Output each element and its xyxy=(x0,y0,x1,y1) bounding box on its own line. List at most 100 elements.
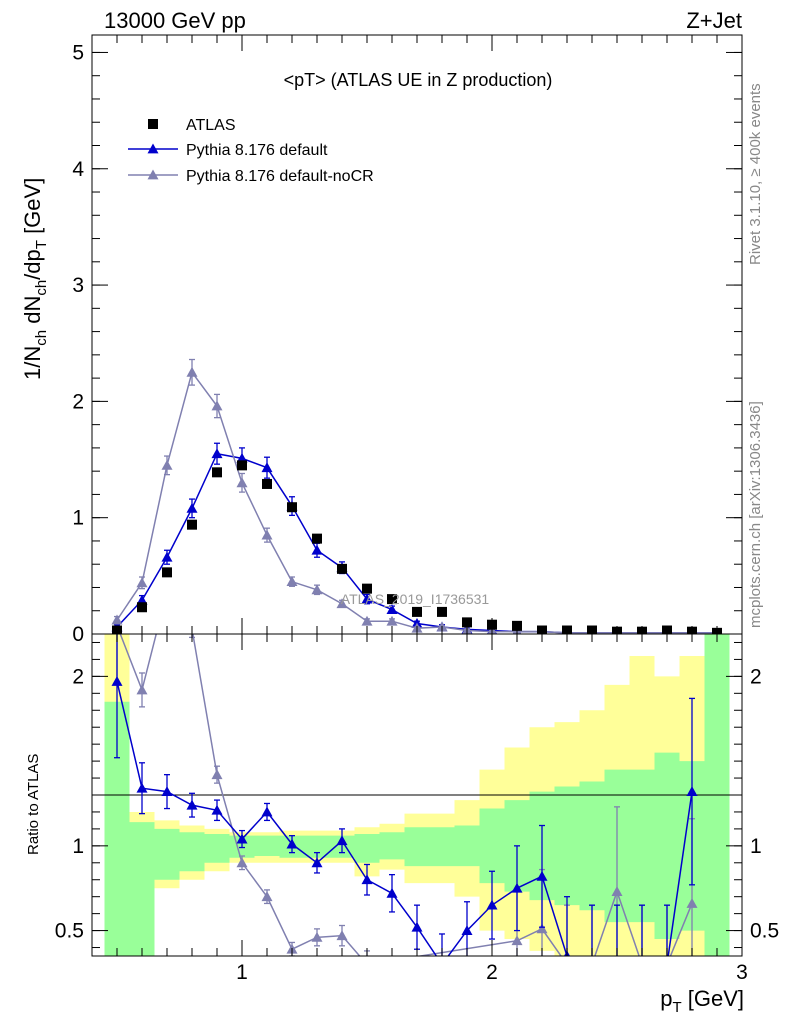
pythia-8-176-default-nocr-point xyxy=(186,366,198,377)
atlas-point xyxy=(237,460,247,471)
ratio-pythia-8-176-default-point xyxy=(411,921,423,932)
x-tick-label: 1 xyxy=(236,961,248,984)
ratio-pythia-8-176-default-point xyxy=(437,959,448,969)
pythia-8-176-default-nocr-point xyxy=(161,459,173,470)
ratio-pythia-8-176-default-point xyxy=(211,804,223,815)
atlas-point xyxy=(337,563,347,574)
ratio-pythia-8-176-default-point xyxy=(161,786,173,797)
pythia-8-176-default-nocr-point xyxy=(286,576,298,587)
atlas-point xyxy=(512,620,522,631)
ratio-y-tick-label: 0.5 xyxy=(55,920,84,943)
legend-atlas-label: ATLAS xyxy=(186,117,236,134)
legend-pythia-8-176-default-marker xyxy=(147,143,159,154)
pythia-8-176-default-nocr-point xyxy=(211,400,223,411)
x-tick-label: 3 xyxy=(736,961,748,984)
pythia-8-176-default-point xyxy=(136,594,148,605)
ratio-pythia-8-176-default-nocr-point xyxy=(686,897,698,908)
main-y-tick-label: 1 xyxy=(72,507,84,530)
ratio-pythia-8-176-default-point xyxy=(386,887,398,898)
ratio-pythia-8-176-default-point xyxy=(111,675,123,686)
ratio-pythia-8-176-default-point xyxy=(587,959,598,969)
ratio-pythia-8-176-default-nocr-point xyxy=(562,959,573,969)
main-y-tick-label: 5 xyxy=(72,41,84,64)
ratio-y-axis-title: Ratio to ATLAS xyxy=(25,754,42,855)
ratio-pythia-8-176-default-nocr-point xyxy=(637,959,648,969)
ratio-pythia-8-176-default-nocr-point xyxy=(162,586,173,596)
ratio-pythia-8-176-default-point xyxy=(286,838,298,849)
pythia-8-176-default-nocr-point xyxy=(386,615,398,626)
ratio-pythia-8-176-default-point xyxy=(686,786,698,797)
ratio-y-tick-label-right: 1 xyxy=(750,835,762,858)
pythia-8-176-default-point xyxy=(236,452,248,463)
main-panel: ATLAS_2019_I1736531 <pT> (ATLAS UE in Z … xyxy=(111,70,722,634)
ratio-pythia-8-176-default-nocr-point xyxy=(587,959,598,969)
atlas-point xyxy=(287,502,297,513)
legend-atlas-marker xyxy=(148,119,158,129)
ratio-pythia-8-176-default-point xyxy=(361,874,373,885)
main-y-tick-label: 0 xyxy=(72,623,84,646)
mcplots-reference-label: mcplots.cern.ch [arXiv:1306.3436] xyxy=(747,401,764,628)
pythia-8-176-default-point xyxy=(186,502,198,513)
main-y-tick-label: 4 xyxy=(72,158,84,181)
pythia-8-176-default-point xyxy=(361,593,373,604)
pythia-8-176-default-nocr-point xyxy=(136,577,148,588)
pythia-8-176-default-point xyxy=(311,544,323,555)
ratio-pythia-8-176-default-point xyxy=(511,882,523,893)
x-tick-label: 2 xyxy=(486,961,498,984)
ratio-pythia-8-176-default-nocr-point xyxy=(362,959,373,969)
atlas-point xyxy=(162,567,172,578)
main-y-tick-label: 3 xyxy=(72,274,84,297)
ratio-series xyxy=(111,586,698,969)
legend-pythia-8-176-default-nocr-label: Pythia 8.176 default-noCR xyxy=(186,168,374,185)
ratio-bands xyxy=(104,634,730,956)
header-process: Z+Jet xyxy=(686,8,742,33)
ratio-y-tick-label: 2 xyxy=(72,665,84,688)
atlas-point xyxy=(187,519,197,530)
ratio-pythia-8-176-default-point xyxy=(311,857,323,868)
ratio-pythia-8-176-default-point xyxy=(536,870,548,881)
atlas-point xyxy=(387,594,397,605)
pythia-8-176-default-point xyxy=(211,448,223,459)
atlas-point xyxy=(312,533,322,544)
pythia-8-176-default-point xyxy=(261,462,273,473)
legend: ATLAS Pythia 8.176 default Pythia 8.176 de… xyxy=(128,117,374,185)
ratio-pythia-8-176-default-point xyxy=(336,835,348,846)
pythia-8-176-default-point xyxy=(161,551,173,562)
ratio-pythia-8-176-default-point xyxy=(261,806,273,817)
ratio-pythia-8-176-default-nocr-point xyxy=(511,935,523,946)
ratio-pythia-8-176-default-nocr-point xyxy=(261,891,273,902)
ratio-y-tick-label-right: 2 xyxy=(750,665,762,688)
analysis-watermark: ATLAS_2019_I1736531 xyxy=(341,591,490,607)
ratio-panel xyxy=(92,586,742,969)
svg-text:pT [GeV]: pT [GeV] xyxy=(660,986,744,1016)
pythia-8-176-default-point xyxy=(386,604,398,614)
atlas-point xyxy=(437,606,447,617)
ratio-pythia-8-176-default-nocr-point xyxy=(311,931,323,942)
ratio-pythia-8-176-default-nocr-point xyxy=(136,684,148,695)
ratio-pythia-8-176-default-point xyxy=(662,959,673,969)
plot-title: <pT> (ATLAS UE in Z production) xyxy=(284,70,553,90)
header-energy: 13000 GeV pp xyxy=(104,8,246,33)
legend-pythia-8-176-default-nocr-marker xyxy=(147,169,159,180)
atlas-point xyxy=(412,606,422,617)
x-axis-title: pT [GeV] xyxy=(660,986,744,1016)
main-y-tick-label: 2 xyxy=(72,390,84,413)
rivet-version-label: Rivet 3.1.10, ≥ 400k events xyxy=(747,83,764,265)
atlas-point xyxy=(137,602,147,613)
atlas-point xyxy=(212,467,222,478)
ratio-pythia-8-176-default-nocr-point xyxy=(211,769,223,780)
atlas-point xyxy=(362,583,372,594)
pythia-8-176-default-nocr-point xyxy=(361,615,373,626)
ratio-pythia-8-176-default-point xyxy=(236,833,248,844)
pythia-8-176-default-nocr-point xyxy=(336,598,348,609)
ratio-y-tick-label-right: 0.5 xyxy=(750,920,779,943)
pythia-8-176-default-nocr-point xyxy=(236,477,248,488)
ratio-band-inner xyxy=(104,634,730,956)
ratio-pythia-8-176-default-point xyxy=(637,959,648,969)
pythia-8-176-default-nocr-point xyxy=(261,529,273,540)
atlas-point xyxy=(262,478,272,489)
ratio-y-tick-label: 1 xyxy=(72,835,84,858)
ratio-pythia-8-176-default-nocr-point xyxy=(336,930,348,941)
